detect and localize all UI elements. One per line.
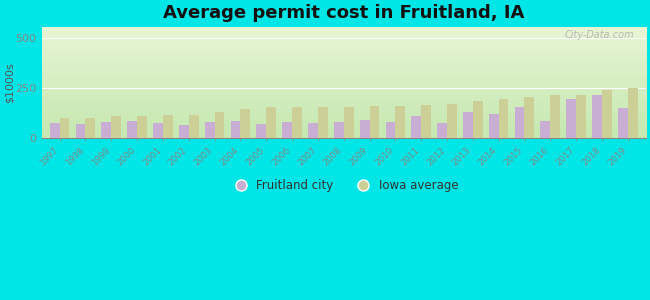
Text: City-Data.com: City-Data.com (564, 30, 634, 40)
Bar (566, 99, 576, 138)
Bar (85, 118, 96, 138)
Bar (292, 107, 302, 138)
Bar (318, 107, 328, 138)
Bar (205, 122, 214, 138)
Bar (231, 121, 240, 138)
Bar (127, 121, 137, 138)
Y-axis label: $1000s: $1000s (4, 62, 14, 103)
Bar (473, 101, 482, 138)
Bar (153, 123, 163, 138)
Bar (369, 106, 380, 138)
Bar (447, 104, 457, 138)
Bar (101, 122, 111, 138)
Bar (240, 109, 250, 138)
Bar (111, 116, 121, 138)
Bar (75, 124, 85, 138)
Bar (179, 125, 188, 138)
Bar (489, 114, 499, 138)
Bar (463, 112, 473, 138)
Bar (618, 108, 628, 138)
Bar (60, 118, 70, 138)
Bar (214, 112, 224, 138)
Bar (137, 116, 147, 138)
Bar (411, 116, 421, 138)
Legend: Fruitland city, Iowa average: Fruitland city, Iowa average (224, 174, 463, 197)
Bar (540, 121, 551, 138)
Bar (334, 122, 344, 138)
Bar (359, 120, 369, 138)
Bar (385, 122, 395, 138)
Bar (515, 107, 525, 138)
Bar (266, 107, 276, 138)
Bar (395, 106, 405, 138)
Bar (421, 105, 431, 138)
Bar (188, 115, 198, 138)
Bar (525, 97, 534, 138)
Bar (576, 95, 586, 138)
Bar (551, 95, 560, 138)
Bar (499, 99, 508, 138)
Bar (437, 123, 447, 138)
Bar (256, 124, 266, 138)
Bar (592, 95, 602, 138)
Title: Average permit cost in Fruitland, IA: Average permit cost in Fruitland, IA (163, 4, 525, 22)
Bar (282, 122, 292, 138)
Bar (308, 123, 318, 138)
Bar (163, 115, 173, 138)
Bar (50, 123, 60, 138)
Bar (602, 90, 612, 138)
Bar (628, 88, 638, 138)
Bar (344, 107, 354, 138)
